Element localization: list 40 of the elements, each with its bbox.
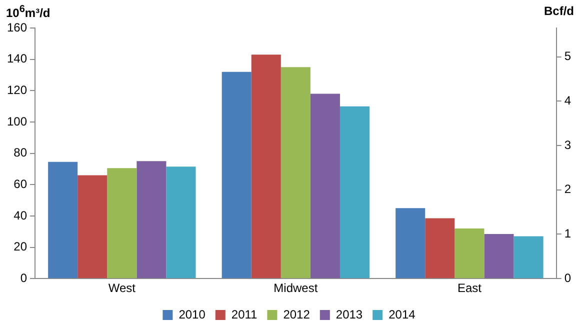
y2-tick-label: 2 — [564, 182, 572, 196]
y-tick-label: 40 — [14, 208, 28, 222]
y-tick-label: 120 — [6, 82, 28, 97]
legend-label: 2014 — [388, 307, 416, 322]
y-tick-label: 100 — [6, 114, 28, 128]
legend-label: 2013 — [336, 307, 363, 322]
bar — [280, 67, 310, 278]
y-tick-label: 60 — [14, 176, 28, 191]
y2-tick-label: 4 — [564, 93, 572, 108]
y2-tick-label: 1 — [564, 226, 572, 241]
y-tick-label: 140 — [6, 52, 28, 66]
bar — [310, 94, 340, 278]
y2-tick-label: 5 — [564, 49, 572, 64]
bar — [340, 106, 370, 278]
x-tick-label: West — [108, 281, 136, 296]
bar — [107, 168, 137, 278]
bar — [484, 234, 514, 278]
y2-tick-label: 0 — [564, 270, 572, 285]
bar — [78, 175, 108, 278]
y-tick-label: 0 — [20, 270, 28, 285]
bar — [136, 161, 166, 278]
legend-label: 2012 — [283, 307, 310, 322]
y-tick-label: 80 — [14, 146, 28, 160]
y-tick-label: 160 — [6, 20, 28, 34]
y-axis-title: 10$^{6}$m³/d — [6, 4, 50, 20]
bar — [425, 218, 455, 278]
bar — [454, 228, 484, 278]
legend-label: 2010 — [178, 307, 206, 322]
bar — [48, 162, 78, 278]
y-tick-label: 20 — [14, 240, 28, 254]
y2-tick-label: 3 — [564, 138, 572, 152]
y2-axis-title: Bcf/d — [544, 4, 574, 18]
bar — [251, 54, 281, 278]
legend-label: 2011 — [231, 307, 258, 322]
x-tick-label: Midwest — [274, 281, 318, 296]
bar — [166, 166, 196, 278]
bar — [222, 72, 252, 278]
x-tick-label: East — [457, 281, 482, 296]
bar — [396, 208, 426, 278]
bar — [514, 236, 544, 278]
